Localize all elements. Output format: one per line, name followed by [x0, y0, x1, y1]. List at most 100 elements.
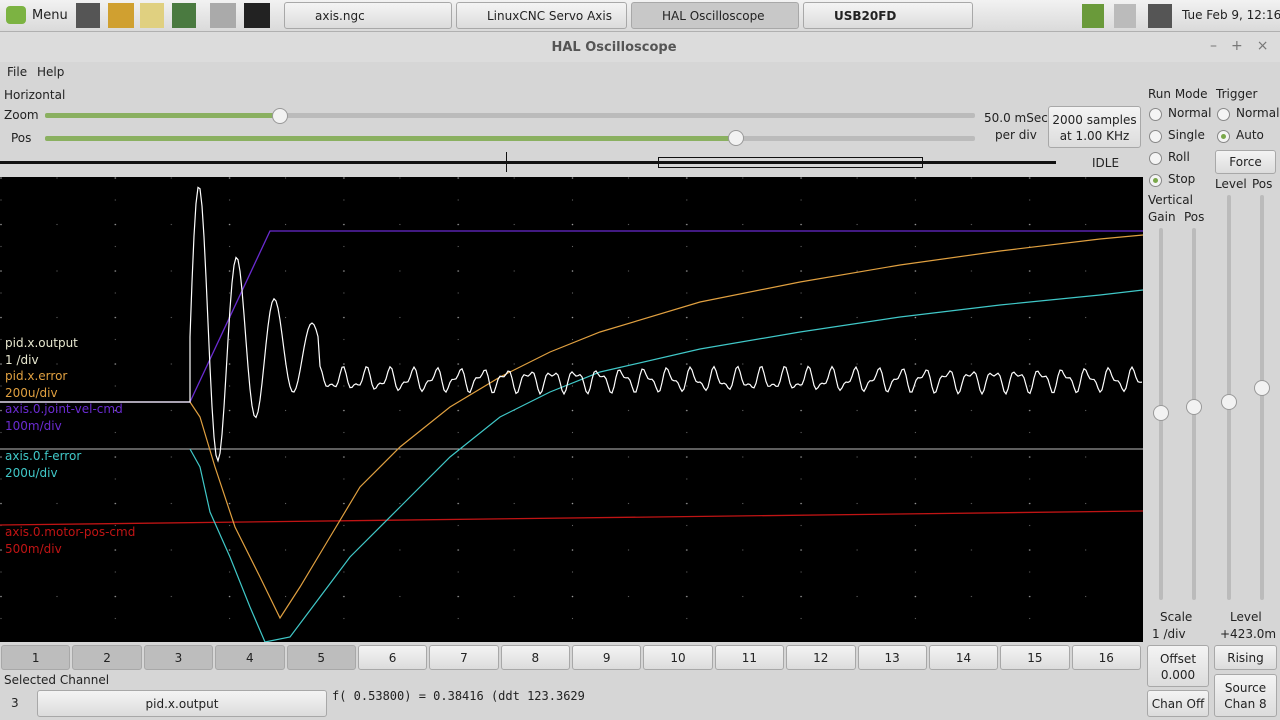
title-bar — [0, 32, 1280, 62]
offset-value: 0.000 — [1160, 668, 1196, 682]
scale-value: 1 /div — [1152, 627, 1186, 641]
run-radio[interactable] — [1149, 152, 1162, 165]
run-mode-label: Run Mode — [1148, 87, 1208, 101]
level-knob[interactable] — [1221, 394, 1237, 410]
section-label: Horizontal — [4, 88, 66, 102]
trigger-marker — [506, 152, 507, 172]
task-button[interactable]: LinuxCNC Servo Axis ... — [456, 2, 627, 37]
run-radio[interactable] — [1149, 108, 1162, 121]
grid-dots — [0, 177, 1143, 642]
trigger-level-label: Level — [1215, 177, 1247, 191]
selected-label: Selected Channel — [4, 673, 110, 687]
channel-scale: 1 /div — [5, 353, 39, 367]
channel-name: axis.0.f-error — [5, 449, 82, 463]
channel-button[interactable]: 11 — [714, 645, 785, 670]
task-button-active[interactable]: HAL Oscilloscope — [631, 2, 799, 29]
offset-button[interactable]: Offset 0.000 — [1147, 645, 1209, 687]
channel-button[interactable]: 15 — [1000, 645, 1070, 670]
channel-button[interactable]: 2 — [72, 645, 142, 670]
menu-icon[interactable] — [6, 6, 26, 24]
vpos-knob[interactable] — [1186, 399, 1202, 415]
zoom-knob[interactable] — [272, 108, 288, 124]
view-window — [658, 157, 923, 168]
task-button[interactable]: USB20FD — [803, 2, 973, 29]
level-label: Level — [1230, 610, 1262, 624]
channel-button[interactable]: 8 — [500, 645, 570, 670]
chan-off-button[interactable]: Chan Off — [1147, 690, 1209, 717]
readout: f( 0.53800) = 0.38416 (ddt 123.3629 — [332, 689, 585, 703]
tray-icons[interactable] — [1082, 4, 1172, 28]
trace-white — [0, 186, 1143, 463]
rate: 50.0 mSec — [984, 111, 1048, 125]
trigger-label: Trigger — [1216, 87, 1258, 101]
channel-button[interactable]: 13 — [857, 645, 927, 670]
status: IDLE — [1092, 156, 1120, 170]
sample-rate: at 1.00 KHz — [1059, 129, 1130, 143]
channel-button[interactable]: 10 — [643, 645, 713, 670]
selected-number: 3 — [11, 696, 19, 710]
trace-red — [0, 510, 1143, 526]
samples-button[interactable]: 2000 samples at 1.00 KHz — [1048, 106, 1141, 148]
channel-scale: 200u/div — [5, 386, 58, 400]
menu-item[interactable]: Help — [37, 65, 65, 79]
channel-button[interactable]: 12 — [786, 645, 856, 670]
source-button[interactable]: Source Chan 8 — [1214, 674, 1277, 717]
run-option[interactable]: Normal — [1168, 106, 1212, 120]
window-controls[interactable]: –+× — [1210, 38, 1280, 54]
pos-label: Pos — [11, 131, 32, 145]
channel-name: pid.x.output — [5, 336, 78, 350]
task-button[interactable]: axis.ngc — [284, 2, 452, 29]
channel-name: pid.x.error — [5, 369, 68, 383]
trace-cyan — [189, 289, 1143, 642]
channel-button[interactable]: 5 — [286, 645, 356, 670]
channel-button[interactable]: 9 — [572, 645, 642, 670]
channel-button[interactable]: 7 — [429, 645, 499, 670]
channel-scale: 500m/div — [5, 542, 62, 556]
trigger-radio[interactable] — [1217, 130, 1230, 143]
zoom-label: Zoom — [4, 108, 39, 122]
run-radio[interactable] — [1149, 174, 1162, 187]
source-label: Source — [1224, 681, 1267, 695]
run-option[interactable]: Stop — [1168, 172, 1196, 186]
channel-button[interactable]: 14 — [928, 645, 999, 670]
force-button[interactable]: Force — [1215, 150, 1276, 174]
zoom-slider[interactable] — [45, 113, 975, 118]
gain-label: Gain — [1148, 210, 1176, 224]
channel-button[interactable]: 16 — [1071, 645, 1141, 670]
run-option[interactable]: Roll — [1168, 150, 1190, 164]
trigger-option[interactable]: Normal — [1236, 106, 1280, 120]
trigger-radio[interactable] — [1217, 108, 1230, 121]
trace-orange — [189, 234, 1143, 620]
channel-button[interactable]: 3 — [143, 645, 214, 670]
vertical-label: Vertical — [1148, 193, 1193, 207]
scope-display — [0, 177, 1143, 642]
offset-label: Offset — [1159, 652, 1197, 666]
trigger-pos-label: Pos — [1252, 177, 1273, 191]
pos-slider[interactable] — [45, 136, 975, 141]
launcher-icons[interactable] — [76, 3, 270, 28]
trigger-option[interactable]: Auto — [1236, 128, 1264, 142]
menu-button[interactable]: Menu — [32, 8, 68, 23]
tpos-knob[interactable] — [1254, 380, 1270, 396]
channel-scale: 100m/div — [5, 419, 62, 433]
edge-button[interactable]: Rising — [1214, 645, 1277, 670]
channel-button[interactable]: 1 — [1, 645, 71, 670]
gain-knob[interactable] — [1153, 405, 1169, 421]
tpos-slider[interactable] — [1260, 195, 1264, 600]
pos-knob[interactable] — [728, 130, 744, 146]
menu-item[interactable]: File — [7, 65, 28, 79]
selected-name-button[interactable]: pid.x.output — [37, 690, 327, 717]
channel-name: axis.0.joint-vel-cmd — [5, 402, 123, 416]
clock[interactable]: Tue Feb 9, 12:16 — [1182, 8, 1280, 22]
run-radio[interactable] — [1149, 130, 1162, 143]
window-title: HAL Oscilloscope — [551, 40, 677, 55]
scale-label: Scale — [1160, 610, 1193, 624]
level-value: +423.0m — [1220, 627, 1277, 641]
channel-button[interactable]: 6 — [357, 645, 428, 670]
source-value: Chan 8 — [1224, 697, 1267, 711]
run-option[interactable]: Single — [1168, 128, 1205, 142]
channel-button[interactable]: 4 — [215, 645, 285, 670]
record-bar — [0, 161, 1056, 164]
